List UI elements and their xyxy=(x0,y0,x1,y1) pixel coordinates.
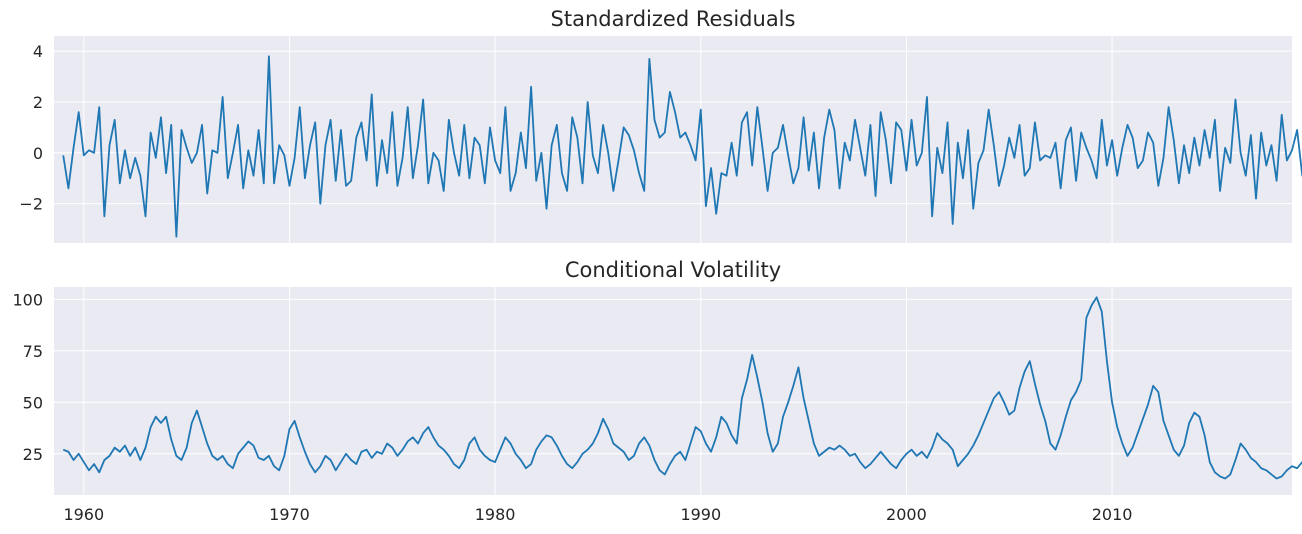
chart-title-residuals: Standardized Residuals xyxy=(551,7,796,31)
panel-conditional-volatility: Conditional Volatility 100 75 50 25 1960 197… xyxy=(12,258,1302,524)
y-tick-labels-volatility: 100 75 50 25 xyxy=(12,290,43,463)
x-tick-label: 2000 xyxy=(886,505,927,524)
y-tick-label: 25 xyxy=(23,445,43,464)
y-tick-label: 4 xyxy=(33,42,43,61)
panel-standardized-residuals: Standardized Residuals 4 2 0 −2 xyxy=(19,7,1302,243)
x-tick-label: 2010 xyxy=(1092,505,1133,524)
x-tick-label: 1960 xyxy=(63,505,104,524)
x-tick-label: 1970 xyxy=(269,505,310,524)
series-line-conditional-volatility xyxy=(62,296,1302,480)
x-tick-labels: 1960 1970 1980 1990 2000 2010 xyxy=(63,505,1132,524)
y-tick-labels-residuals: 4 2 0 −2 xyxy=(19,42,43,213)
plot-area-volatility xyxy=(54,287,1292,495)
series-line-standardized-residuals xyxy=(62,55,1302,238)
y-tick-label: 50 xyxy=(23,393,43,412)
y-tick-label: 100 xyxy=(12,290,43,309)
x-tick-label: 1990 xyxy=(680,505,721,524)
y-tick-label: 75 xyxy=(23,342,43,361)
y-tick-label: 0 xyxy=(33,144,43,163)
y-tick-label: −2 xyxy=(19,195,43,214)
grid-volatility xyxy=(54,287,1292,495)
chart-title-volatility: Conditional Volatility xyxy=(565,258,781,282)
x-tick-label: 1980 xyxy=(475,505,516,524)
y-tick-label: 2 xyxy=(33,93,43,112)
